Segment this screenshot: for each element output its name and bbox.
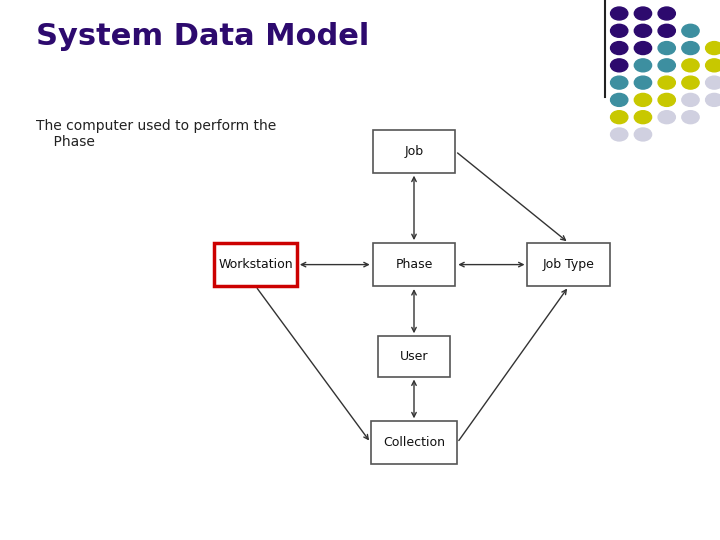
Circle shape: [634, 128, 652, 141]
Circle shape: [658, 42, 675, 55]
Circle shape: [682, 59, 699, 72]
Circle shape: [634, 42, 652, 55]
Circle shape: [682, 93, 699, 106]
Circle shape: [658, 76, 675, 89]
FancyArrowPatch shape: [459, 290, 567, 441]
FancyArrowPatch shape: [302, 262, 368, 267]
Circle shape: [611, 7, 628, 20]
Circle shape: [682, 24, 699, 37]
FancyArrowPatch shape: [460, 262, 523, 267]
FancyArrowPatch shape: [412, 177, 416, 239]
Text: Collection: Collection: [383, 436, 445, 449]
Circle shape: [706, 42, 720, 55]
FancyBboxPatch shape: [373, 130, 455, 173]
Circle shape: [611, 42, 628, 55]
FancyBboxPatch shape: [215, 243, 297, 286]
Circle shape: [634, 93, 652, 106]
Circle shape: [611, 128, 628, 141]
Circle shape: [658, 7, 675, 20]
FancyArrowPatch shape: [412, 291, 416, 332]
Circle shape: [682, 111, 699, 124]
Circle shape: [682, 42, 699, 55]
Circle shape: [706, 76, 720, 89]
Circle shape: [611, 24, 628, 37]
FancyBboxPatch shape: [371, 421, 457, 464]
Circle shape: [658, 59, 675, 72]
Circle shape: [658, 24, 675, 37]
Circle shape: [611, 76, 628, 89]
Circle shape: [706, 59, 720, 72]
Circle shape: [634, 111, 652, 124]
Text: Job Type: Job Type: [543, 258, 595, 271]
FancyArrowPatch shape: [257, 288, 368, 440]
FancyArrowPatch shape: [457, 153, 565, 240]
Text: Phase: Phase: [395, 258, 433, 271]
Circle shape: [658, 111, 675, 124]
FancyBboxPatch shape: [527, 243, 611, 286]
FancyBboxPatch shape: [373, 243, 455, 286]
FancyBboxPatch shape: [378, 336, 450, 377]
Text: The computer used to perform the
    Phase: The computer used to perform the Phase: [36, 119, 276, 149]
Circle shape: [658, 93, 675, 106]
Circle shape: [634, 59, 652, 72]
Circle shape: [634, 24, 652, 37]
Circle shape: [634, 76, 652, 89]
Circle shape: [706, 93, 720, 106]
Circle shape: [611, 111, 628, 124]
Circle shape: [611, 59, 628, 72]
Text: Job: Job: [405, 145, 423, 158]
Circle shape: [682, 76, 699, 89]
FancyArrowPatch shape: [412, 381, 416, 417]
Circle shape: [611, 93, 628, 106]
Circle shape: [634, 7, 652, 20]
Text: Workstation: Workstation: [218, 258, 293, 271]
Text: System Data Model: System Data Model: [36, 22, 369, 51]
Text: User: User: [400, 350, 428, 363]
